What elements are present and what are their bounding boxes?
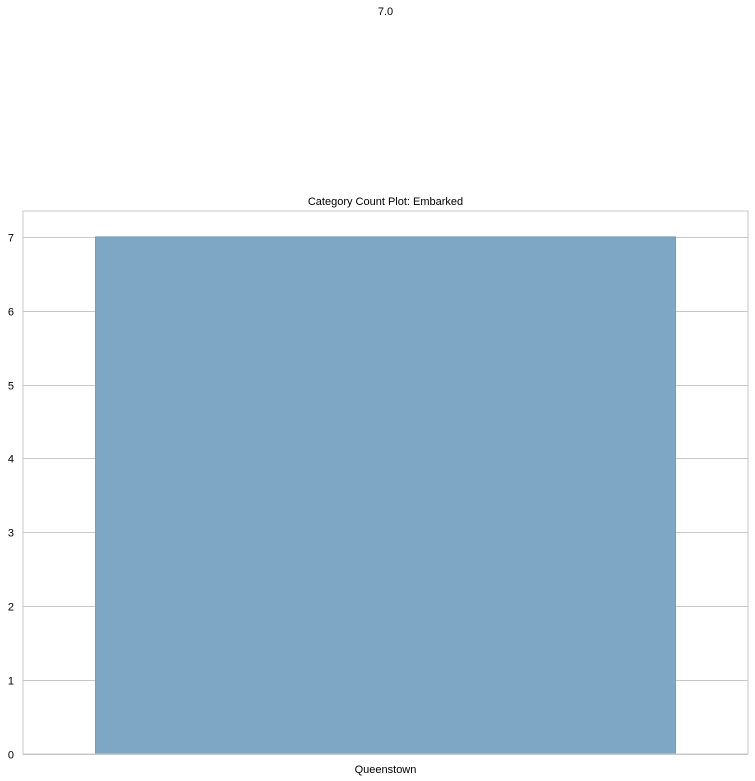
y-tick-label: 3 (8, 528, 14, 540)
y-tick-label: 7 (8, 233, 14, 245)
y-tick-label: 2 (8, 602, 14, 614)
y-tick-label: 4 (8, 454, 14, 466)
y-tick-label: 5 (8, 381, 14, 393)
bars (95, 236, 676, 755)
y-tick-label: 1 (8, 676, 14, 688)
bar-value-label: 7.0 (378, 6, 393, 18)
plot-frame (22, 210, 749, 755)
x-axis-ticks: Queenstown (355, 764, 417, 776)
data-labels: 7.0 (378, 6, 393, 18)
bar (95, 236, 676, 755)
chart-title: Category Count Plot: Embarked (308, 196, 463, 208)
y-tick-label: 6 (8, 307, 14, 319)
x-tick-label: Queenstown (355, 764, 417, 776)
y-tick-label: 0 (8, 750, 14, 762)
y-axis-ticks: 0 1 2 3 4 5 6 7 (8, 233, 14, 762)
